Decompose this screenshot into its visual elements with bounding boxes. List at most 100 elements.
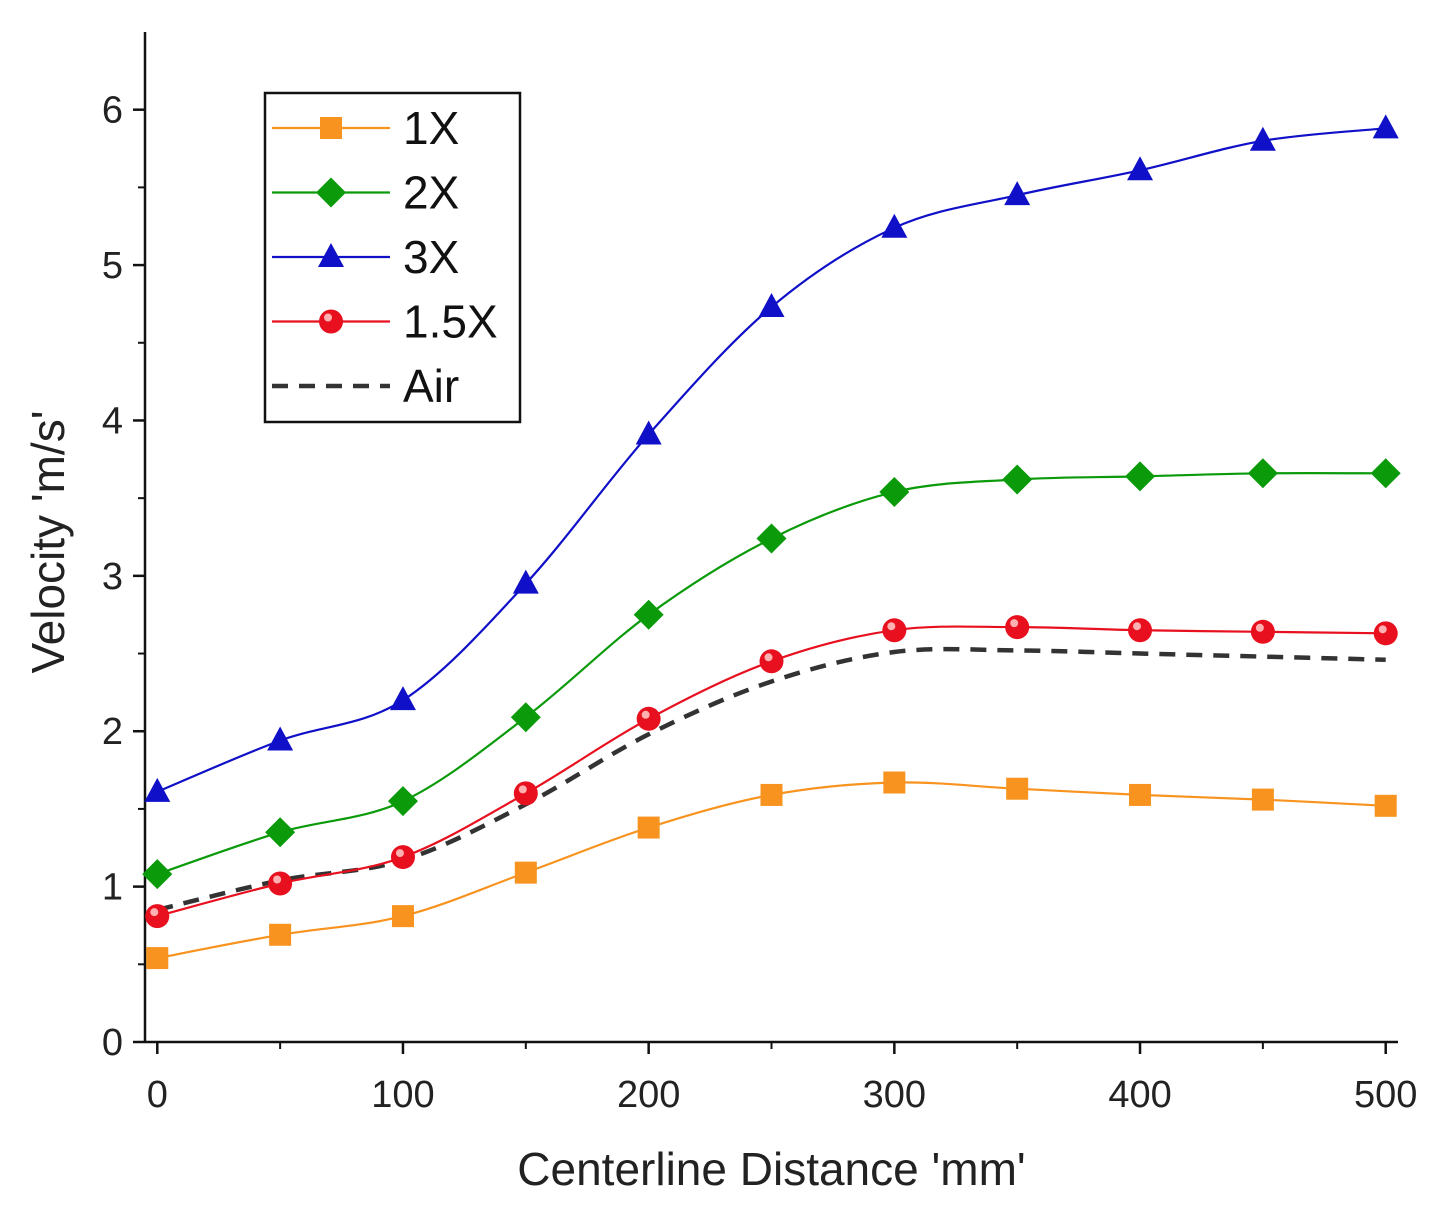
- point-1x-0: [146, 947, 169, 970]
- x-tick-label-200: 200: [617, 1074, 680, 1116]
- series-1-5x: [145, 615, 1398, 929]
- point-1-5x-150: [513, 781, 538, 806]
- point-1-5x-50: [268, 871, 293, 896]
- y-tick-label-6: 6: [102, 90, 123, 132]
- point-3x-300: [881, 213, 908, 238]
- point-1x-450: [1251, 788, 1274, 811]
- point-1-5x-200: [636, 706, 661, 731]
- point-1x-50: [269, 923, 292, 946]
- point-1x-200: [637, 816, 660, 839]
- x-axis-title: Centerline Distance 'mm': [517, 1143, 1025, 1195]
- x-tick-label-400: 400: [1108, 1074, 1171, 1116]
- series-line-3x: [156, 127, 1386, 793]
- point-1-5x-450-fill: [1250, 619, 1275, 644]
- legend-marker-1-5x-fill: [319, 309, 343, 334]
- point-3x-0: [144, 777, 171, 802]
- legend-item-2x: 2X: [272, 167, 459, 219]
- point-1-5x-500-fill: [1373, 621, 1398, 646]
- point-1-5x-500: [1373, 621, 1398, 646]
- point-2x-450: [1247, 458, 1278, 489]
- point-1-5x-400-shine: [1133, 622, 1142, 631]
- legend: 1X 2X 3X 1.5X Air: [263, 91, 522, 424]
- point-2x-150: [510, 702, 541, 733]
- point-1x-100: [391, 905, 414, 928]
- point-1-5x-300-shine: [887, 622, 896, 631]
- legend-marker-2x: [316, 177, 346, 208]
- point-1-5x-100-fill: [390, 845, 415, 870]
- point-1x-500: [1374, 794, 1397, 817]
- point-1x-150: [514, 861, 537, 884]
- legend-marker-1-5x: [319, 309, 343, 334]
- point-1-5x-450-shine: [1255, 623, 1264, 632]
- x-tick-label-100: 100: [371, 1074, 434, 1116]
- x-tick-label-300: 300: [863, 1074, 926, 1116]
- y-tick-label-2: 2: [102, 711, 123, 753]
- legend-marker-1-5x-shine: [324, 313, 332, 322]
- point-1-5x-400-fill: [1128, 618, 1153, 643]
- x-tick-label-500: 500: [1354, 1074, 1417, 1116]
- point-1-5x-300-fill: [882, 618, 907, 643]
- series-line-air: [156, 646, 1386, 913]
- point-1-5x-250: [759, 649, 784, 674]
- point-1-5x-150-fill: [513, 781, 538, 806]
- point-2x-500: [1370, 458, 1401, 489]
- x-tick-label-0: 0: [147, 1074, 168, 1116]
- point-1x-350: [1006, 777, 1029, 800]
- point-2x-0: [142, 859, 173, 890]
- legend-item-1x: 1X: [272, 102, 459, 154]
- point-1-5x-100: [390, 845, 415, 870]
- point-1-5x-350-shine: [1010, 619, 1019, 628]
- point-3x-250: [758, 293, 785, 318]
- y-axis-title: Velocity 'm/s': [22, 411, 74, 674]
- point-1-5x-250-fill: [759, 649, 784, 674]
- y-tick-label-0: 0: [102, 1022, 123, 1064]
- legend-label-air: Air: [403, 360, 459, 412]
- point-1x-250: [760, 783, 783, 806]
- y-tick-label-4: 4: [102, 400, 123, 442]
- y-tick-label-5: 5: [102, 245, 123, 287]
- point-1-5x-150-shine: [518, 785, 527, 794]
- legend-marker-3x: [318, 243, 344, 267]
- series-3x: [144, 114, 1399, 802]
- point-1-5x-400: [1128, 618, 1153, 643]
- point-1-5x-0-fill: [145, 904, 170, 929]
- legend-label-3x: 3X: [403, 231, 459, 283]
- point-1-5x-50-fill: [268, 871, 293, 896]
- point-1-5x-450: [1250, 619, 1275, 644]
- point-3x-100: [389, 686, 416, 711]
- point-1-5x-300: [882, 618, 907, 643]
- point-1-5x-200-shine: [641, 710, 650, 719]
- point-1-5x-0: [145, 904, 170, 929]
- point-1-5x-100-shine: [395, 849, 404, 858]
- point-1-5x-350: [1005, 615, 1030, 640]
- legend-item-1-5x: 1.5X: [272, 296, 498, 348]
- point-2x-250: [756, 523, 787, 554]
- point-1x-300: [883, 771, 906, 794]
- point-1-5x-500-shine: [1378, 625, 1387, 634]
- y-tick-label-1: 1: [102, 867, 123, 909]
- point-3x-350: [1004, 181, 1031, 206]
- series-layer: [142, 114, 1401, 970]
- point-1-5x-200-fill: [636, 706, 661, 731]
- point-2x-350: [1002, 464, 1033, 495]
- legend-marker-1x: [320, 117, 342, 139]
- point-2x-50: [265, 817, 296, 848]
- point-3x-50: [267, 726, 294, 751]
- point-2x-400: [1125, 461, 1156, 492]
- point-3x-500: [1372, 114, 1399, 139]
- point-2x-100: [387, 786, 418, 817]
- axes: 0 1 2 3 4 5 6 0 100 200 300 400 500: [102, 32, 1417, 1116]
- series-1x: [146, 771, 1397, 970]
- point-2x-300: [879, 476, 910, 507]
- legend-label-1-5x: 1.5X: [403, 296, 498, 348]
- legend-item-3x: 3X: [272, 231, 459, 283]
- point-1x-400: [1129, 783, 1152, 806]
- point-3x-400: [1127, 156, 1154, 181]
- legend-label-1x: 1X: [403, 102, 459, 154]
- y-tick-label-3: 3: [102, 556, 123, 598]
- point-1-5x-250-shine: [764, 653, 773, 662]
- point-3x-450: [1249, 126, 1276, 151]
- legend-label-2x: 2X: [403, 167, 459, 219]
- series-2x: [142, 458, 1401, 890]
